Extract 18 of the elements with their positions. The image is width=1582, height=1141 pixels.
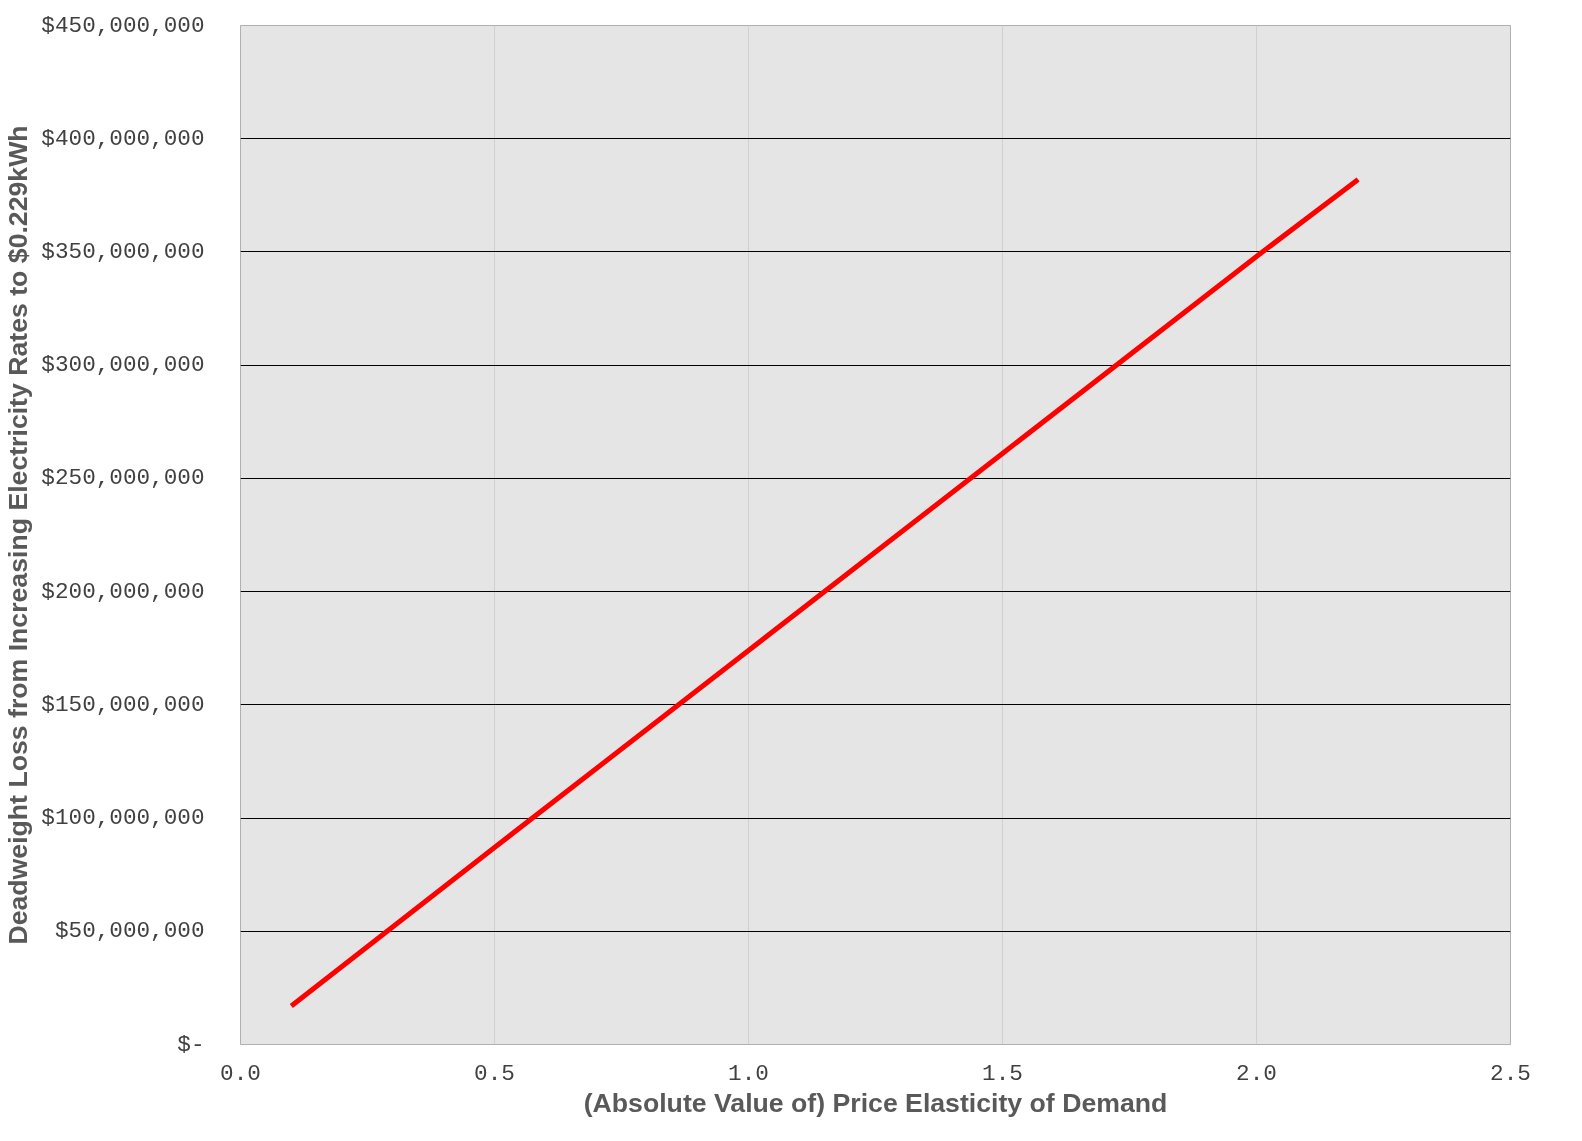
y-tick-label: $50,000,000	[54, 918, 205, 945]
y-tick-label: $-	[177, 1031, 205, 1058]
y-tick-label: $200,000,000	[41, 578, 205, 605]
x-tick-label: 0.5	[474, 1060, 515, 1087]
y-tick-label: $300,000,000	[41, 352, 205, 379]
x-tick-label: 0.0	[220, 1060, 261, 1087]
y-tick-label: $350,000,000	[41, 238, 205, 265]
y-tick-label: $100,000,000	[41, 805, 205, 832]
x-tick-label: 2.0	[1236, 1060, 1277, 1087]
y-tick-label: $450,000,000	[41, 12, 205, 39]
x-tick-label: 1.0	[728, 1060, 769, 1087]
y-tick-label: $250,000,000	[41, 465, 205, 492]
y-axis-title: Deadweight Loss from Increasing Electricity Rates to $0.229kWh	[3, 125, 34, 945]
x-tick-label: 2.5	[1490, 1060, 1531, 1087]
y-tick-label: $150,000,000	[41, 691, 205, 718]
y-tick-label: $400,000,000	[41, 125, 205, 152]
x-tick-label: 1.5	[982, 1060, 1023, 1087]
x-axis-title: (Absolute Value of) Price Elasticity of Demand	[583, 1087, 1168, 1118]
